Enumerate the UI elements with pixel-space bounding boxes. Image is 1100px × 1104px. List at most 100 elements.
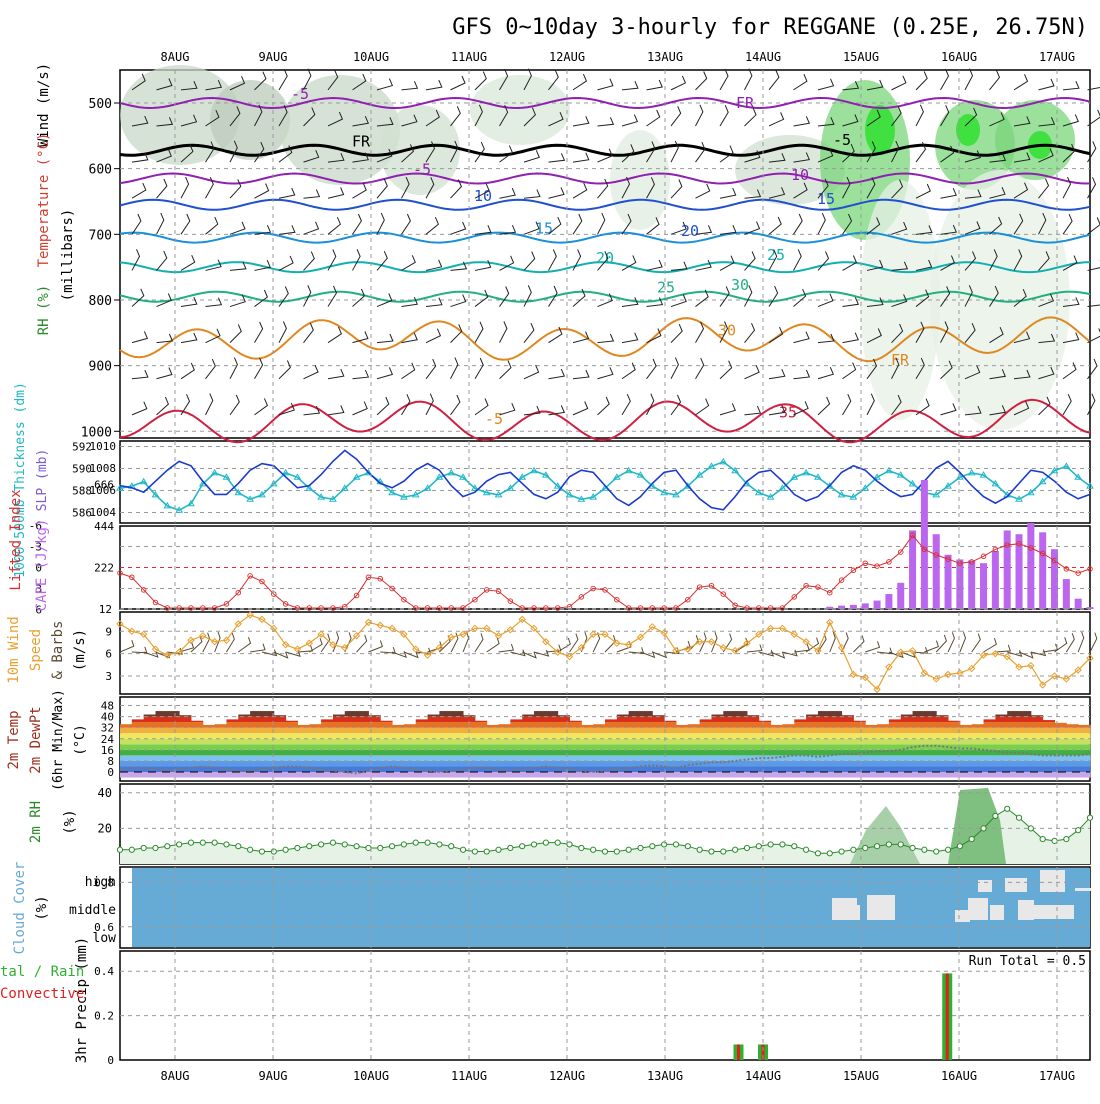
temp-band (226, 719, 238, 722)
temp-band (1066, 755, 1078, 761)
wind-barb (157, 213, 164, 234)
temp-band (392, 744, 404, 750)
temp-band (1078, 766, 1090, 772)
temp-band (853, 739, 865, 745)
temp-band (629, 766, 641, 772)
temp-band (735, 711, 747, 717)
surface-wind-barb (1043, 644, 1058, 652)
temp-band (179, 717, 191, 723)
wind-barb (328, 217, 340, 234)
temp-band (759, 739, 771, 745)
temp-band (889, 761, 901, 767)
temp-band (924, 717, 936, 723)
cape-bar (921, 480, 928, 609)
wind-tick-label: 9 (105, 625, 112, 638)
rh-point (567, 842, 572, 847)
temp-band (1031, 766, 1043, 772)
temp-band (640, 761, 652, 767)
rh-shade (610, 130, 670, 230)
temp-band (510, 761, 522, 767)
rh-point (638, 845, 643, 850)
wind-barb (206, 298, 222, 307)
temp-band (226, 750, 238, 756)
temp-band (380, 750, 392, 756)
temp-band (570, 750, 582, 756)
wind-barb (1063, 81, 1079, 90)
rh-point (366, 845, 371, 850)
temp-band (345, 717, 357, 723)
wind-barb (279, 188, 295, 198)
y-axis-title: SLP (mb) (35, 449, 50, 512)
cape-bar (933, 534, 940, 609)
cloud-cell (1075, 888, 1091, 891)
temp-band (357, 728, 369, 734)
wind-barb (720, 361, 732, 379)
temp-band (581, 744, 593, 750)
temp-band (155, 772, 167, 778)
isotherm-label: -5 (413, 161, 431, 179)
temp-band (972, 724, 984, 727)
temp-band (226, 744, 238, 750)
temp-band (640, 750, 652, 756)
rh-point (188, 840, 193, 845)
temp-band (581, 766, 593, 772)
temp-band (510, 755, 522, 761)
temp-band (1078, 772, 1090, 778)
temp-band (747, 728, 759, 734)
rh-point (898, 842, 903, 847)
wind-barb (181, 214, 190, 234)
temp-band (534, 717, 546, 723)
temp-band (747, 733, 759, 739)
temp-band (782, 733, 794, 739)
cloud-background (132, 868, 1090, 947)
temp-band (913, 733, 925, 739)
temp-band (534, 761, 546, 767)
cloud-level-label: middle (69, 903, 116, 918)
temp-band (499, 766, 511, 772)
temp-band (747, 717, 759, 723)
temp-band (617, 717, 629, 723)
temp-band (451, 728, 463, 734)
temp-band (593, 744, 605, 750)
y-axis-title: (°C) (73, 724, 88, 755)
temp-band (510, 733, 522, 739)
temp-band (617, 755, 629, 761)
wind-barb (353, 214, 362, 234)
wind-barb (475, 225, 491, 234)
temp-band (984, 733, 996, 739)
temp-band (853, 744, 865, 750)
rh-point (780, 842, 785, 847)
temp-band (203, 739, 215, 745)
temp-band (605, 761, 617, 767)
wind-barb (426, 217, 438, 234)
wind-barb (598, 367, 613, 378)
temp-band (889, 766, 901, 772)
temp-band (167, 761, 179, 767)
temp-band (818, 728, 830, 734)
temp-band (451, 761, 463, 767)
wind-barb (696, 72, 707, 90)
temp-band (451, 722, 463, 728)
wind-barb (892, 76, 906, 90)
temp-band (487, 772, 499, 778)
temp-band (428, 728, 440, 734)
temp-band (1066, 733, 1078, 739)
temp-band (416, 761, 428, 767)
temp-band (1031, 717, 1043, 723)
wind-barb (255, 398, 268, 414)
temp-band (581, 772, 593, 778)
contour-label: 15 (817, 190, 835, 208)
temp-band (818, 711, 830, 717)
temp-band (309, 739, 321, 745)
temp-band (522, 733, 534, 739)
temp-band (1066, 728, 1078, 734)
temp-band (782, 761, 794, 767)
temp-band (203, 728, 215, 734)
temp-band (794, 772, 806, 778)
temp-band (984, 761, 996, 767)
temp-band (357, 717, 369, 723)
temp-band (960, 755, 972, 761)
temp-band (439, 772, 451, 778)
rh-shade (470, 75, 570, 145)
temp-band (522, 766, 534, 772)
